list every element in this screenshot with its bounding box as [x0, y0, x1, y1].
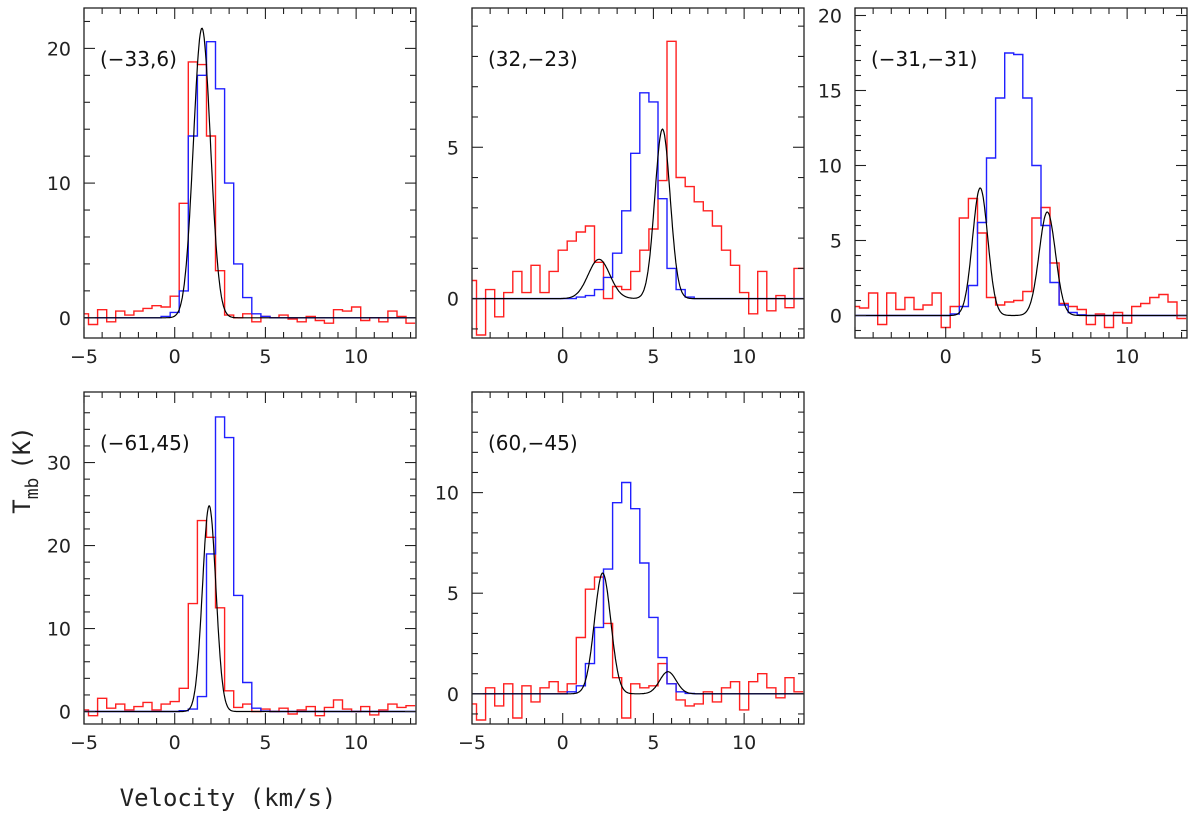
- svg-text:Tmb(K): Tmb (K): [8, 426, 43, 514]
- red-spectrum-line: [84, 519, 416, 717]
- x-tick-label: 0: [557, 732, 569, 754]
- plot-area: [472, 481, 804, 721]
- panel-position-label: (−61,45): [100, 431, 190, 455]
- x-tick-label: 5: [1030, 346, 1042, 368]
- red-spectrum-line: [472, 40, 804, 336]
- y-tick-label: 30: [47, 453, 71, 475]
- spectrum-panel: −5 0 5 10 0 10 20 30 (−61,45): [47, 391, 417, 754]
- y-tick-label: 20: [47, 38, 71, 60]
- x-tick-label: 0: [557, 346, 569, 368]
- blue-spectrum-line: [84, 41, 416, 319]
- gaussian-fit-line: [84, 27, 416, 319]
- y-axis-title: Tmb (K): [8, 426, 43, 514]
- x-tick-label: −5: [70, 346, 98, 368]
- y-tick-label: 0: [447, 684, 459, 706]
- gaussian-fit-line: [855, 187, 1187, 317]
- spectrum-panel: 0 5 10 0 5 (32,−23): [447, 7, 805, 368]
- y-tick-label: 5: [447, 583, 459, 605]
- plot-area: [855, 52, 1187, 329]
- x-tick-label: 10: [1115, 346, 1139, 368]
- red-spectrum-line: [855, 197, 1187, 329]
- x-tick-label: 10: [344, 346, 368, 368]
- y-tick-label: 10: [47, 173, 71, 195]
- y-tick-label: 0: [447, 289, 459, 311]
- red-spectrum-line: [84, 61, 416, 326]
- spectrum-panel: −5 0 5 10 0 5 10 (60,−45): [435, 391, 805, 754]
- x-tick-label: −5: [458, 732, 486, 754]
- x-tick-label: 0: [169, 346, 181, 368]
- x-tick-label: 5: [259, 346, 271, 368]
- y-tick-label: 0: [59, 308, 71, 330]
- y-axis-title-main: T: [8, 499, 36, 513]
- gaussian-fit-line: [472, 128, 804, 300]
- plot-frame: [83, 7, 417, 339]
- y-tick-label: 20: [818, 6, 842, 28]
- panel-position-label: (32,−23): [488, 47, 578, 71]
- y-tick-label: 0: [830, 306, 842, 328]
- x-tick-label: −5: [70, 732, 98, 754]
- spectrum-panel: 0 5 10 0 5 10 15 20 (−31,−31): [818, 6, 1188, 368]
- panels-group: −5 0 5 10 0 10 20 (−33,6) 0 5 10 0 5 (32,−23) 0 5 10 0 5 10…: [47, 6, 1188, 754]
- gaussian-fit-line: [472, 572, 804, 695]
- y-tick-label: 0: [59, 702, 71, 724]
- x-tick-label: 5: [259, 732, 271, 754]
- plot-frame: [471, 7, 805, 339]
- x-tick-label: 10: [732, 346, 756, 368]
- y-tick-label: 15: [818, 81, 842, 103]
- panel-position-label: (−31,−31): [871, 47, 977, 71]
- y-tick-label: 10: [818, 156, 842, 178]
- y-tick-label: 10: [47, 619, 71, 641]
- y-tick-label: 20: [47, 536, 71, 558]
- blue-spectrum-line: [84, 416, 416, 713]
- plot-frame: [854, 7, 1188, 339]
- x-tick-label: 10: [344, 732, 368, 754]
- x-tick-label: 10: [732, 732, 756, 754]
- gaussian-fit-line: [84, 505, 416, 713]
- plot-area: [84, 416, 416, 717]
- blue-spectrum-line: [472, 481, 804, 695]
- y-tick-label: 10: [435, 483, 459, 505]
- plot-frame: [471, 391, 805, 725]
- y-axis-title-sub: mb: [22, 478, 43, 500]
- y-tick-label: 5: [830, 231, 842, 253]
- panel-position-label: (60,−45): [488, 431, 578, 455]
- x-axis-title: Velocity (km/s): [120, 784, 337, 812]
- y-tick-label: 5: [447, 137, 459, 159]
- spectrum-panel: −5 0 5 10 0 10 20 (−33,6): [47, 7, 417, 368]
- blue-spectrum-line: [855, 52, 1187, 317]
- red-spectrum-line: [472, 576, 804, 721]
- y-axis-title-unit: (K): [8, 426, 36, 469]
- x-tick-label: 5: [647, 732, 659, 754]
- blue-spectrum-line: [472, 92, 804, 300]
- plot-area: [84, 27, 416, 326]
- x-tick-label: 5: [647, 346, 659, 368]
- x-tick-label: 0: [169, 732, 181, 754]
- plot-area: [472, 40, 804, 336]
- plot-frame: [83, 391, 417, 725]
- x-tick-label: 0: [940, 346, 952, 368]
- panel-position-label: (−33,6): [100, 47, 177, 71]
